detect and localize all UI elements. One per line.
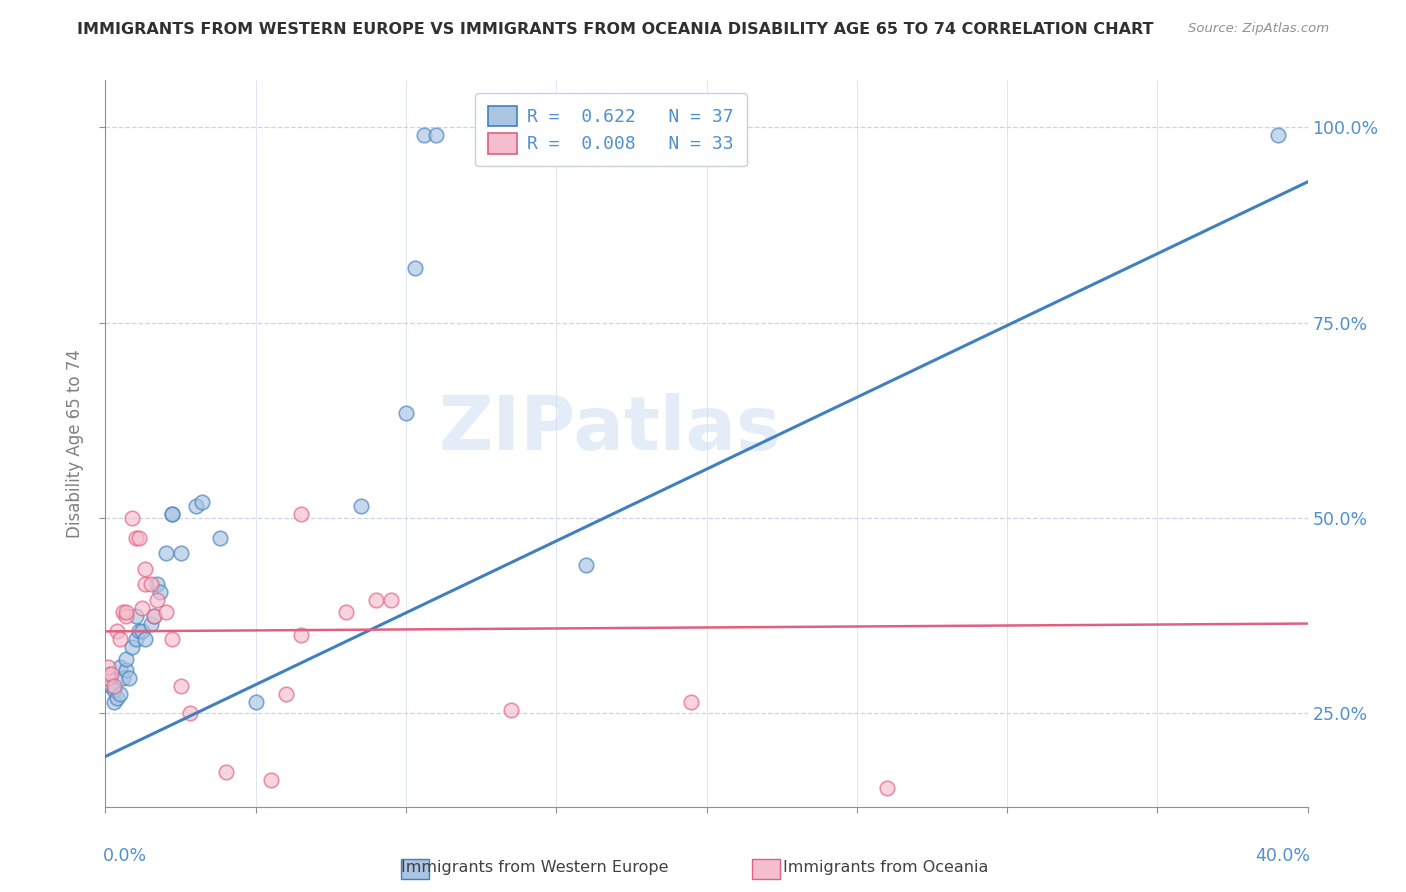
Point: [124, 608, 146, 623]
Text: Immigrants from Oceania: Immigrants from Oceania: [783, 860, 988, 874]
Point: [179, 706, 201, 721]
Point: [395, 405, 418, 419]
Text: IMMIGRANTS FROM WESTERN EUROPE VS IMMIGRANTS FROM OCEANIA DISABILITY AGE 65 TO 7: IMMIGRANTS FROM WESTERN EUROPE VS IMMIGR…: [77, 22, 1154, 37]
Point: [115, 605, 138, 619]
Point: [118, 671, 141, 685]
Point: [145, 577, 167, 591]
Point: [110, 659, 132, 673]
Point: [121, 511, 143, 525]
Point: [107, 690, 129, 705]
Point: [110, 687, 132, 701]
Point: [160, 632, 183, 647]
Point: [160, 507, 183, 521]
Point: [128, 531, 150, 545]
Point: [290, 628, 312, 642]
Point: [876, 780, 898, 795]
Point: [413, 128, 436, 142]
Point: [100, 667, 122, 681]
Point: [124, 531, 146, 545]
Text: Source: ZipAtlas.com: Source: ZipAtlas.com: [1188, 22, 1329, 36]
Point: [115, 608, 138, 623]
Point: [501, 702, 523, 716]
Point: [1267, 128, 1289, 142]
Point: [425, 128, 447, 142]
Point: [97, 659, 120, 673]
Text: ZIPatlas: ZIPatlas: [439, 392, 782, 466]
Point: [134, 577, 156, 591]
Point: [260, 772, 283, 787]
Point: [131, 601, 153, 615]
Point: [148, 585, 170, 599]
Point: [121, 640, 143, 654]
Point: [190, 495, 212, 509]
Point: [128, 624, 150, 639]
Point: [575, 558, 598, 572]
Point: [134, 562, 156, 576]
Point: [97, 671, 120, 685]
Point: [112, 671, 135, 685]
Point: [131, 624, 153, 639]
Point: [112, 605, 135, 619]
Point: [155, 605, 177, 619]
Point: [160, 507, 183, 521]
Legend: R =  0.622   N = 37, R =  0.008   N = 33: R = 0.622 N = 37, R = 0.008 N = 33: [475, 93, 747, 166]
Point: [103, 679, 125, 693]
Point: [142, 608, 165, 623]
Point: [103, 695, 125, 709]
Point: [350, 500, 373, 514]
Point: [380, 593, 402, 607]
Point: [110, 632, 132, 647]
Point: [681, 695, 703, 709]
Point: [169, 679, 191, 693]
Point: [97, 675, 120, 690]
Point: [103, 683, 125, 698]
Point: [139, 577, 162, 591]
Point: [107, 624, 129, 639]
Point: [184, 500, 207, 514]
Y-axis label: Disability Age 65 to 74: Disability Age 65 to 74: [66, 350, 84, 538]
Point: [290, 507, 312, 521]
Point: [245, 695, 267, 709]
Point: [208, 531, 231, 545]
Point: [115, 651, 138, 665]
Point: [214, 765, 236, 780]
Point: [124, 632, 146, 647]
Point: [155, 546, 177, 560]
Point: [142, 608, 165, 623]
Text: Immigrants from Western Europe: Immigrants from Western Europe: [401, 860, 668, 874]
Point: [100, 679, 122, 693]
Text: 40.0%: 40.0%: [1256, 847, 1310, 865]
Point: [139, 616, 162, 631]
Point: [364, 593, 387, 607]
Point: [335, 605, 357, 619]
Point: [134, 632, 156, 647]
Point: [404, 260, 426, 275]
Point: [115, 664, 138, 678]
Point: [97, 667, 120, 681]
Point: [145, 593, 167, 607]
Point: [274, 687, 297, 701]
Text: 0.0%: 0.0%: [103, 847, 148, 865]
Point: [169, 546, 191, 560]
